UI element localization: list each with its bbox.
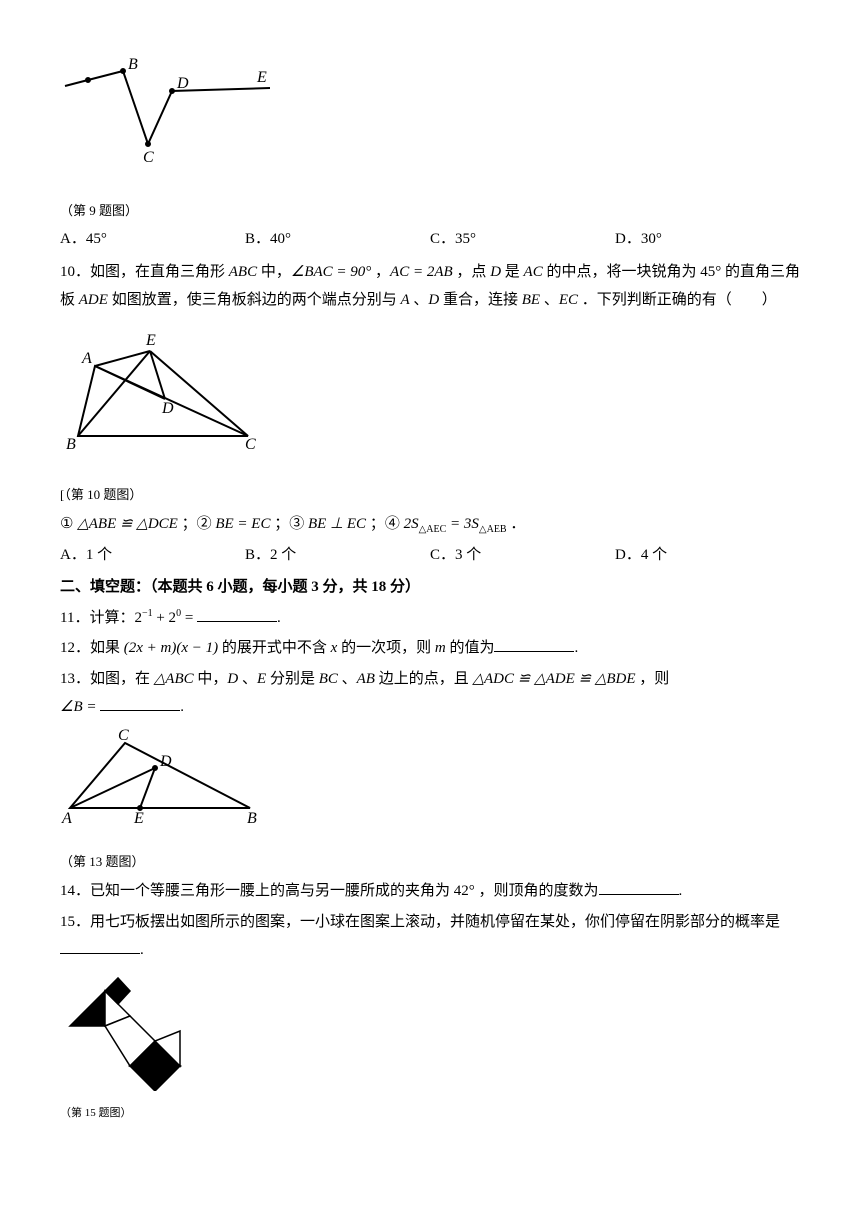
q13-figure: A B C D E （第 13 题图） [60, 728, 800, 875]
q10-options: A．1 个 B．2 个 C．3 个 D．4 个 [60, 541, 800, 570]
label-C: C [245, 436, 256, 453]
q12: 12．如果 (2x + m)(x − 1) 的展开式中不含 x 的一次项，则 m… [60, 634, 800, 663]
q15-blank [60, 938, 140, 954]
q13-caption: （第 13 题图） [60, 850, 800, 875]
label-E: E [145, 332, 156, 349]
label-E: E [133, 810, 144, 827]
q10-opt-b: B．2 个 [245, 541, 430, 570]
q10-opt-c: C．3 个 [430, 541, 615, 570]
label-C: C [143, 149, 154, 166]
q9-caption: （第 9 题图） [60, 199, 800, 224]
q15-caption: （第 15 题图） [60, 1103, 800, 1124]
label-A: A [81, 350, 92, 367]
q11: 11．计算：2−1 + 20 = . [60, 604, 800, 633]
section-2-heading: 二、填空题：（本题共 6 小题，每小题 3 分，共 18 分） [60, 573, 800, 602]
q9-opt-c: C．35° [430, 225, 615, 254]
label-D: D [161, 400, 174, 417]
q10-opt-d: D．4 个 [615, 541, 800, 570]
label-D: D [176, 75, 189, 92]
label-B: B [66, 436, 76, 453]
q9-options: A．45° B．40° C．35° D．30° [60, 225, 800, 254]
q10-caption: [（第 10 题图） [60, 483, 800, 508]
label-B: B [128, 56, 138, 73]
q10-claims: ① △ABE ≌ △DCE ；② BE = EC ；③ BE ⊥ EC ；④ 2… [60, 510, 800, 539]
q15: 15．用七巧板摆出如图所示的图案，一小球在图案上滚动，并随机停留在某处，你们停留… [60, 908, 800, 965]
q10-stem: 10．如图，在直角三角形 ABC 中，∠BAC = 90° ，AC = 2AB … [60, 258, 800, 315]
q9-opt-b: B．40° [245, 225, 430, 254]
q14-blank [599, 879, 679, 895]
q10-opt-a: A．1 个 [60, 541, 245, 570]
q12-blank [494, 636, 574, 652]
q13: 13．如图，在 △ABC 中，D 、E 分别是 BC 、AB 边上的点，且 △A… [60, 665, 800, 722]
q9-opt-d: D．30° [615, 225, 800, 254]
label-C: C [118, 728, 129, 744]
q11-blank [197, 606, 277, 622]
q15-figure: （第 15 题图） [60, 971, 800, 1124]
q13-blank [100, 695, 180, 711]
q10-figure: A B C D E [（第 10 题图） [60, 321, 800, 508]
label-D: D [159, 753, 172, 770]
q14: 14．已知一个等腰三角形一腰上的高与另一腰所成的夹角为 42° ，则顶角的度数为… [60, 877, 800, 906]
label-E: E [256, 69, 267, 86]
q9-opt-a: A．45° [60, 225, 245, 254]
label-A: A [61, 810, 72, 827]
label-B: B [247, 810, 257, 827]
q9-figure: B D E C （第 9 题图） [60, 56, 800, 223]
